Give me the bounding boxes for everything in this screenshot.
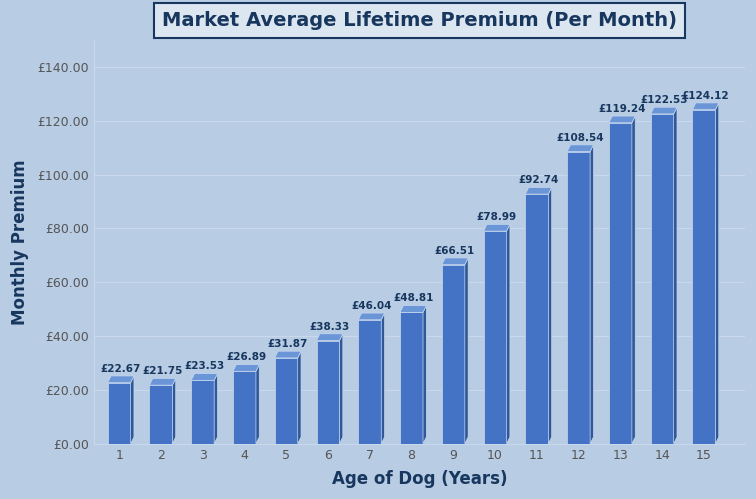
Polygon shape xyxy=(525,194,548,444)
Polygon shape xyxy=(233,365,259,371)
Text: £46.04: £46.04 xyxy=(352,301,392,311)
Text: £48.81: £48.81 xyxy=(393,293,433,303)
Polygon shape xyxy=(442,264,465,444)
Polygon shape xyxy=(632,116,635,444)
Polygon shape xyxy=(107,383,131,444)
Text: £23.53: £23.53 xyxy=(184,361,225,371)
Polygon shape xyxy=(298,351,301,444)
Polygon shape xyxy=(674,107,677,444)
Polygon shape xyxy=(484,231,507,444)
Polygon shape xyxy=(256,365,259,444)
Polygon shape xyxy=(317,334,342,340)
Polygon shape xyxy=(358,320,381,444)
Polygon shape xyxy=(423,305,426,444)
Polygon shape xyxy=(715,103,719,444)
Polygon shape xyxy=(233,371,256,444)
Polygon shape xyxy=(484,225,510,231)
Polygon shape xyxy=(548,188,552,444)
Title: Market Average Lifetime Premium (Per Month): Market Average Lifetime Premium (Per Mon… xyxy=(162,11,677,30)
Polygon shape xyxy=(442,258,468,264)
Text: £119.24: £119.24 xyxy=(598,104,646,114)
Polygon shape xyxy=(317,340,339,444)
Polygon shape xyxy=(400,312,423,444)
Polygon shape xyxy=(131,376,134,444)
Text: £124.12: £124.12 xyxy=(682,91,730,101)
Text: £66.51: £66.51 xyxy=(435,246,475,256)
Polygon shape xyxy=(609,116,635,123)
Text: £21.75: £21.75 xyxy=(142,366,183,376)
Polygon shape xyxy=(191,374,218,380)
Polygon shape xyxy=(381,313,385,444)
Polygon shape xyxy=(214,374,218,444)
Polygon shape xyxy=(692,110,715,444)
Text: £22.67: £22.67 xyxy=(101,364,141,374)
Polygon shape xyxy=(172,378,175,444)
Text: £122.53: £122.53 xyxy=(640,95,688,105)
Polygon shape xyxy=(400,305,426,312)
Polygon shape xyxy=(567,145,593,152)
Polygon shape xyxy=(107,376,134,383)
Polygon shape xyxy=(651,114,674,444)
Text: £78.99: £78.99 xyxy=(477,212,517,222)
Polygon shape xyxy=(567,152,590,444)
Polygon shape xyxy=(274,358,298,444)
Polygon shape xyxy=(150,385,172,444)
Polygon shape xyxy=(609,123,632,444)
Text: £31.87: £31.87 xyxy=(268,339,308,349)
Polygon shape xyxy=(150,378,175,385)
Polygon shape xyxy=(507,225,510,444)
Polygon shape xyxy=(590,145,593,444)
X-axis label: Age of Dog (Years): Age of Dog (Years) xyxy=(332,470,507,488)
Polygon shape xyxy=(358,313,385,320)
Polygon shape xyxy=(339,334,342,444)
Text: £92.74: £92.74 xyxy=(519,175,559,185)
Polygon shape xyxy=(692,103,719,110)
Text: £38.33: £38.33 xyxy=(309,322,350,332)
Polygon shape xyxy=(525,188,552,194)
Polygon shape xyxy=(651,107,677,114)
Text: £108.54: £108.54 xyxy=(556,133,604,143)
Y-axis label: Monthly Premium: Monthly Premium xyxy=(11,159,29,325)
Polygon shape xyxy=(274,351,301,358)
Text: £26.89: £26.89 xyxy=(226,352,266,362)
Polygon shape xyxy=(465,258,468,444)
Polygon shape xyxy=(191,380,214,444)
